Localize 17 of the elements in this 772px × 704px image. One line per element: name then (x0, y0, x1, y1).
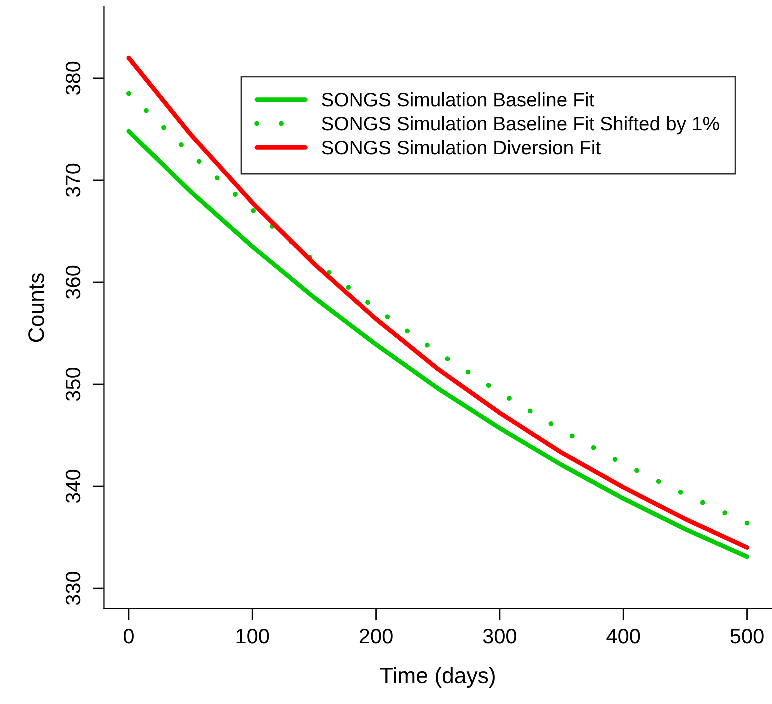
x-tick-label: 400 (606, 628, 640, 644)
x-tick-label: 100 (236, 628, 270, 644)
x-axis-title: Time (days) (380, 667, 495, 688)
legend-label: SONGS Simulation Baseline Fit (322, 92, 594, 107)
x-tick-label: 200 (360, 628, 393, 644)
y-tick-label: 350 (66, 368, 81, 402)
y-tick-label: 330 (66, 572, 81, 606)
x-tick-label: 300 (483, 628, 517, 644)
legend-label: SONGS Simulation Baseline Fit Shifted by 1% (322, 116, 720, 135)
x-tick-label: 500 (730, 628, 764, 644)
legend-label: SONGS Simulation Diversion Fit (322, 140, 601, 155)
y-tick-label: 360 (66, 266, 81, 300)
x-tick-label: 0 (124, 628, 134, 644)
y-tick-label: 380 (66, 62, 81, 96)
y-tick-label: 370 (66, 164, 81, 198)
y-tick-label: 340 (66, 470, 81, 504)
y-axis-title: Counts (28, 274, 44, 342)
